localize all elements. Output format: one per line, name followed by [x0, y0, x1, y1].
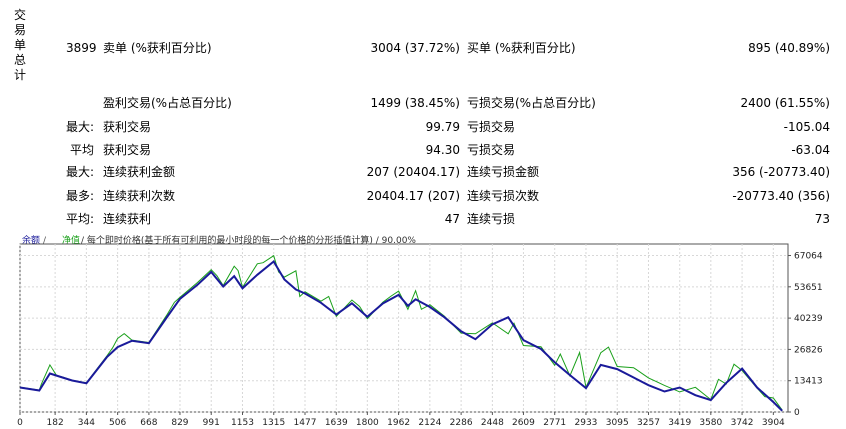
- stat-value-win: 1499 (38.45%): [370, 96, 460, 110]
- caption-equity: 净值: [62, 234, 80, 246]
- x-tick-label: 344: [78, 418, 95, 428]
- stat-label-win: 盈利交易(%占总百分比): [103, 96, 232, 110]
- x-tick-label: 2124: [418, 418, 441, 428]
- caption-separator: /: [43, 236, 47, 246]
- chart-caption: 余额 / 净值 / 每个即时价格(基于所有可利用的最小时段的每一个价格的分形插值…: [22, 234, 416, 246]
- x-tick-label: 1800: [356, 418, 379, 428]
- x-tick-label: 1477: [294, 418, 317, 428]
- x-tick-label: 3095: [606, 418, 629, 428]
- stat-prefix: 最大:: [65, 165, 94, 179]
- y-tick-label: 0: [794, 408, 800, 418]
- stat-label-loss: 连续亏损: [467, 212, 516, 226]
- x-tick-label: 2448: [481, 418, 504, 428]
- buy-label: 买单 (%获利百分比): [467, 41, 576, 55]
- x-tick-label: 1153: [231, 418, 254, 428]
- stat-label-win: 连续获利: [103, 212, 152, 226]
- x-tick-label: 2933: [575, 418, 598, 428]
- stat-prefix: 平均: [69, 143, 94, 157]
- x-tick-label: 1962: [387, 418, 410, 428]
- stat-value-win: 99.79: [425, 120, 460, 134]
- x-tick-label: 3419: [668, 418, 691, 428]
- x-tick-label: 2609: [512, 418, 535, 428]
- stat-prefix: 最大:: [65, 120, 94, 134]
- y-tick-label: 13413: [794, 377, 823, 387]
- stat-label-win: 获利交易: [103, 143, 152, 157]
- buy-value: 895 (40.89%): [748, 41, 830, 55]
- stat-label-loss: 亏损交易: [467, 120, 516, 134]
- stat-label-loss: 连续亏损次数: [467, 189, 540, 203]
- side-label-trade-summary: 交 易 单 总 计: [14, 8, 27, 82]
- balance-equity-chart: 余额 / 净值 / 每个即时价格(基于所有可利用的最小时段的每一个价格的分形插值…: [17, 234, 823, 428]
- x-tick-label: 668: [140, 418, 157, 428]
- stat-value-loss: -105.04: [783, 120, 830, 134]
- stat-value-loss: 356 (-20773.40): [732, 165, 830, 179]
- caption-model-description: / 每个即时价格(基于所有可利用的最小时段的每一个价格的分形插值计算) / 90…: [81, 234, 416, 246]
- sell-value: 3004 (37.72%): [370, 41, 460, 55]
- x-tick-label: 991: [203, 418, 220, 428]
- chart-grid: [19, 243, 789, 413]
- stat-value-win: 207 (20404.17): [366, 165, 460, 179]
- x-tick-label: 3580: [699, 418, 722, 428]
- y-tick-label: 67064: [794, 252, 823, 262]
- stat-value-loss: 2400 (61.55%): [740, 96, 830, 110]
- stat-label-loss: 亏损交易(%占总百分比): [467, 96, 596, 110]
- stat-value-loss: -20773.40 (356): [732, 189, 830, 203]
- stat-label-win: 连续获利次数: [103, 189, 176, 203]
- stat-prefix: 最多:: [65, 189, 94, 203]
- x-tick-label: 3257: [637, 418, 660, 428]
- x-tick-label: 0: [17, 418, 23, 428]
- y-tick-label: 40239: [794, 314, 823, 324]
- chart-series: [19, 254, 783, 412]
- y-tick-label: 53651: [794, 283, 823, 293]
- stat-label-loss: 连续亏损金额: [467, 165, 540, 179]
- sell-label: 卖单 (%获利百分比): [103, 41, 212, 55]
- chart-ticks: 0 182 344 506 668 829 991 1153 1315 1477 1639 1800 1…: [17, 252, 823, 428]
- x-tick-label: 506: [109, 418, 126, 428]
- y-tick-label: 26826: [794, 345, 823, 355]
- x-tick-label: 182: [47, 418, 64, 428]
- stat-value-win: 94.30: [425, 143, 460, 157]
- x-tick-label: 1315: [262, 418, 285, 428]
- total-trades-value: 3899: [66, 41, 97, 55]
- stat-label-loss: 亏损交易: [467, 143, 516, 157]
- balance-line: [19, 259, 783, 412]
- x-tick-label: 2286: [450, 418, 473, 428]
- caption-balance: 余额: [22, 234, 40, 246]
- stat-value-loss: -63.04: [791, 143, 830, 157]
- x-tick-label: 1639: [325, 418, 348, 428]
- x-tick-label: 3742: [731, 418, 754, 428]
- stat-prefix: 平均:: [65, 212, 94, 226]
- stat-value-win: 20404.17 (207): [366, 189, 460, 203]
- stat-label-win: 获利交易: [103, 120, 152, 134]
- stat-label-win: 连续获利金额: [103, 165, 176, 179]
- stat-value-loss: 73: [814, 212, 830, 226]
- x-tick-label: 2771: [543, 418, 566, 428]
- plot-frame: [19, 243, 789, 413]
- x-tick-label: 829: [171, 418, 188, 428]
- stat-value-win: 47: [444, 212, 460, 226]
- x-tick-label: 3904: [762, 418, 785, 428]
